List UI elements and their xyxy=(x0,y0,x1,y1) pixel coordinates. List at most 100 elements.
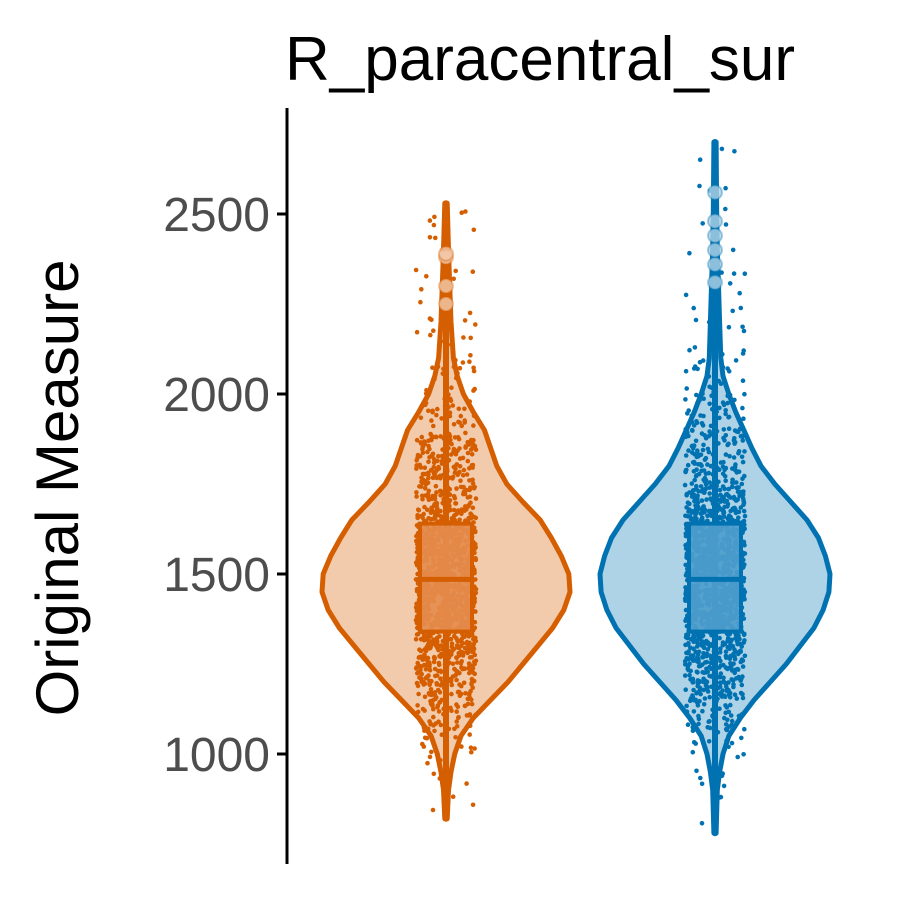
data-point xyxy=(458,639,464,644)
data-point xyxy=(471,646,477,651)
data-point xyxy=(427,316,433,321)
data-point xyxy=(465,701,471,707)
data-point xyxy=(695,496,700,502)
data-point xyxy=(736,717,742,723)
data-point xyxy=(692,697,697,703)
data-point xyxy=(430,451,436,457)
data-point xyxy=(459,659,465,664)
data-point xyxy=(697,157,703,162)
data-point xyxy=(720,640,726,645)
data-point xyxy=(689,419,695,425)
data-point xyxy=(739,735,744,741)
data-point xyxy=(692,451,697,457)
data-point xyxy=(722,499,727,504)
data-point xyxy=(460,473,466,478)
data-point xyxy=(465,450,471,456)
violin-group xyxy=(319,200,573,822)
data-point xyxy=(683,592,689,597)
data-point xyxy=(682,662,688,667)
data-point xyxy=(461,680,467,686)
data-point xyxy=(423,478,428,484)
data-point xyxy=(707,694,712,700)
data-point xyxy=(426,488,432,494)
data-point xyxy=(734,696,740,701)
data-point xyxy=(473,590,479,596)
data-point xyxy=(683,635,689,640)
data-point xyxy=(435,364,441,370)
data-point xyxy=(469,749,474,755)
data-point xyxy=(702,433,707,438)
data-point xyxy=(707,485,712,491)
data-point xyxy=(740,664,746,669)
data-point xyxy=(469,463,475,468)
data-point xyxy=(422,486,428,491)
data-point xyxy=(722,467,727,473)
data-point xyxy=(456,645,462,651)
data-point xyxy=(465,644,471,649)
data-point xyxy=(727,690,733,696)
data-point xyxy=(469,512,474,518)
data-point xyxy=(700,389,705,395)
data-point xyxy=(467,692,472,698)
data-point xyxy=(451,494,457,499)
data-point xyxy=(448,705,453,711)
data-point xyxy=(693,512,698,517)
data-point xyxy=(414,494,419,499)
data-point xyxy=(725,639,731,644)
data-point xyxy=(457,456,463,461)
data-point xyxy=(415,703,420,708)
data-point xyxy=(422,471,428,477)
data-point xyxy=(691,305,696,311)
data-point xyxy=(454,486,459,491)
data-point xyxy=(694,516,699,521)
data-point xyxy=(698,775,703,781)
data-point xyxy=(454,462,460,467)
data-point xyxy=(415,709,421,715)
data-point xyxy=(737,641,743,647)
data-point xyxy=(699,468,704,474)
data-point xyxy=(687,698,693,704)
data-point xyxy=(426,475,431,481)
data-point xyxy=(458,691,464,697)
data-point xyxy=(449,385,454,391)
data-point xyxy=(737,290,742,296)
data-point xyxy=(740,692,745,697)
data-point xyxy=(736,450,741,456)
data-point xyxy=(682,482,688,488)
data-point xyxy=(466,670,472,676)
data-point xyxy=(720,351,725,357)
data-point xyxy=(688,517,694,522)
data-point xyxy=(732,397,737,403)
data-point xyxy=(470,481,476,486)
data-point xyxy=(702,670,707,675)
data-point xyxy=(415,455,420,461)
data-point xyxy=(690,728,696,734)
data-point xyxy=(741,348,746,353)
data-point xyxy=(695,448,700,454)
data-point xyxy=(430,641,436,646)
data-point xyxy=(466,649,472,654)
y-tick-label: 2000 xyxy=(163,369,270,422)
data-point xyxy=(431,659,437,665)
data-point xyxy=(465,495,471,500)
data-point xyxy=(451,646,457,652)
data-point xyxy=(453,268,459,274)
data-point xyxy=(726,324,732,330)
data-point xyxy=(707,673,712,679)
data-point xyxy=(704,666,709,672)
data-point xyxy=(721,459,726,465)
data-point xyxy=(731,438,737,443)
data-point xyxy=(703,680,709,685)
data-point xyxy=(413,637,419,642)
data-point xyxy=(431,475,437,480)
data-point xyxy=(683,428,688,434)
data-point xyxy=(705,641,710,647)
data-point xyxy=(423,667,429,672)
data-point xyxy=(723,492,729,497)
data-point xyxy=(424,636,430,642)
data-point xyxy=(742,391,747,397)
data-point xyxy=(431,457,437,462)
data-point xyxy=(456,419,461,425)
data-point xyxy=(425,632,431,638)
data-point xyxy=(726,744,731,750)
